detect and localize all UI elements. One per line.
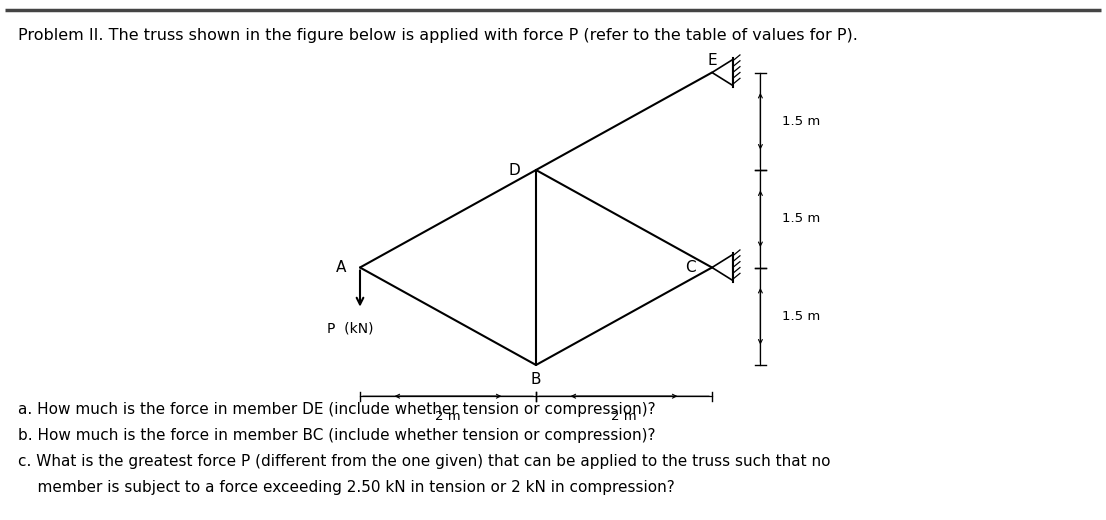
Text: 1.5 m: 1.5 m — [782, 115, 821, 128]
Text: E: E — [707, 53, 717, 68]
Text: D: D — [508, 163, 520, 177]
Text: member is subject to a force exceeding 2.50 kN in tension or 2 kN in compression: member is subject to a force exceeding 2… — [18, 480, 675, 495]
Text: C: C — [685, 260, 696, 275]
Text: 1.5 m: 1.5 m — [782, 212, 821, 225]
Text: A: A — [335, 260, 346, 275]
Text: Problem II. The truss shown in the figure below is applied with force P (refer t: Problem II. The truss shown in the figur… — [18, 28, 858, 43]
Text: a. How much is the force in member DE (include whether tension or compression)?: a. How much is the force in member DE (i… — [18, 402, 656, 417]
Text: 2 m: 2 m — [435, 410, 461, 423]
Text: P  (kN): P (kN) — [326, 321, 373, 335]
Text: b. How much is the force in member BC (include whether tension or compression)?: b. How much is the force in member BC (i… — [18, 428, 656, 443]
Polygon shape — [712, 254, 733, 280]
Polygon shape — [712, 59, 733, 85]
Text: 2 m: 2 m — [612, 410, 637, 423]
Text: 1.5 m: 1.5 m — [782, 310, 821, 323]
Text: c. What is the greatest force P (different from the one given) that can be appli: c. What is the greatest force P (differe… — [18, 454, 831, 469]
Text: B: B — [531, 372, 541, 387]
